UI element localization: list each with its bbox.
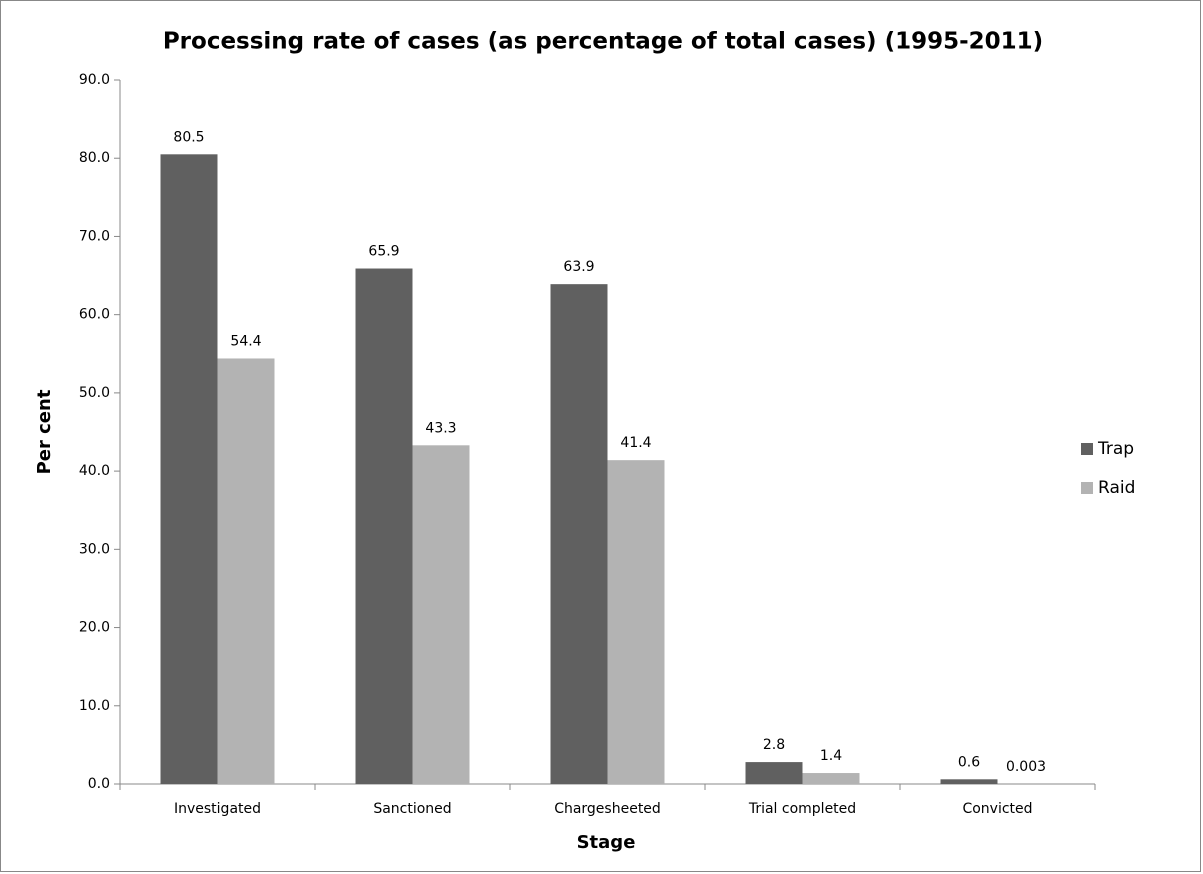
bar <box>160 154 218 785</box>
y-tick-label: 10.0 <box>79 698 110 714</box>
bar <box>745 762 803 784</box>
data-label: 2.8 <box>763 737 785 753</box>
data-label: 41.4 <box>620 435 651 451</box>
x-tick-label: Chargesheeted <box>554 801 661 817</box>
bar <box>940 779 998 784</box>
y-axis-title: Per cent <box>34 389 55 474</box>
bar <box>355 268 413 784</box>
data-label: 0.003 <box>1006 759 1046 775</box>
y-tick-label: 40.0 <box>79 463 110 479</box>
y-tick-label: 0.0 <box>88 776 110 792</box>
y-tick-label: 70.0 <box>79 228 110 244</box>
y-tick-label: 30.0 <box>79 541 110 557</box>
x-axis-title: Stage <box>577 832 636 853</box>
data-label: 43.3 <box>425 420 456 436</box>
legend-label: Trap <box>1097 439 1134 459</box>
legend-swatch <box>1081 443 1093 455</box>
y-tick-label: 50.0 <box>79 385 110 401</box>
data-label: 63.9 <box>563 259 594 275</box>
data-label: 80.5 <box>173 129 204 145</box>
bar <box>607 460 665 784</box>
y-tick-label: 80.0 <box>79 150 110 166</box>
y-tick-label: 20.0 <box>79 620 110 636</box>
bar <box>412 445 470 784</box>
x-tick-label: Trial completed <box>748 801 856 817</box>
data-label: 0.6 <box>958 754 980 770</box>
data-label: 1.4 <box>820 748 842 764</box>
legend-label: Raid <box>1098 478 1135 498</box>
bar <box>550 284 608 784</box>
data-label: 54.4 <box>230 333 261 349</box>
x-tick-label: Convicted <box>962 801 1032 817</box>
data-label: 65.9 <box>368 244 399 260</box>
legend-swatch <box>1081 482 1093 494</box>
y-tick-label: 60.0 <box>79 307 110 323</box>
x-tick-label: Investigated <box>174 801 261 817</box>
x-tick-label: Sanctioned <box>373 801 451 817</box>
bar <box>217 358 275 784</box>
chart-title: Processing rate of cases (as percentage … <box>163 29 1043 55</box>
bar <box>802 773 860 784</box>
y-tick-label: 90.0 <box>79 72 110 88</box>
